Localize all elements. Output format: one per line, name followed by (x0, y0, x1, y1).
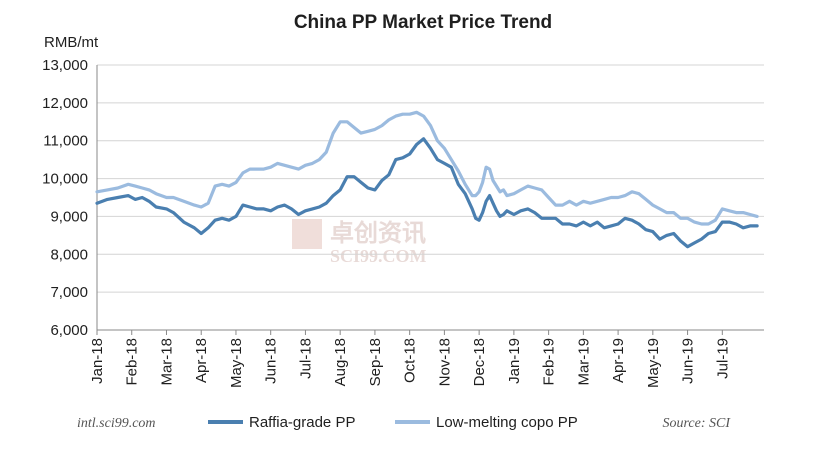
y-axis-unit: RMB/mt (44, 34, 99, 51)
x-axis-ticks: Jan-18 Feb-18 Mar-18 Apr-18 May-18 Jun-18 Jul-… (89, 330, 731, 388)
x-tick-label: Sep-18 (367, 338, 384, 386)
x-tick-label: Mar-18 (158, 338, 175, 386)
x-tick-label: Jan-19 (506, 338, 523, 384)
y-tick-label: 8,000 (50, 246, 88, 263)
x-tick-label: Feb-18 (124, 338, 141, 386)
x-tick-label: Feb-19 (541, 338, 558, 386)
series-copo-line (95, 110, 759, 226)
y-tick-label: 13,000 (42, 57, 88, 74)
series-raffia-line (95, 137, 759, 249)
x-tick-label: Dec-18 (471, 338, 488, 386)
x-tick-label: Mar-19 (575, 338, 592, 386)
y-tick-label: 12,000 (42, 95, 88, 112)
x-tick-label: Jan-18 (89, 338, 106, 384)
y-axis-ticks: 6,000 7,000 8,000 9,000 10,000 11,000 12,000 13… (42, 57, 88, 339)
source-left: intl.sci99.com (77, 416, 156, 431)
x-tick-label: Oct-18 (402, 338, 419, 383)
legend-label-raffia: Raffia-grade PP (249, 414, 355, 431)
chart-title: China PP Market Price Trend (294, 12, 552, 33)
y-tick-label: 11,000 (43, 133, 88, 150)
x-tick-label: Apr-18 (193, 338, 210, 383)
x-tick-label: Jun-18 (263, 338, 280, 384)
x-tick-label: Aug-18 (332, 338, 349, 386)
series-lines (95, 110, 759, 249)
watermark-text-cn: 卓创资讯 (330, 220, 426, 247)
legend-label-copo: Low-melting copo PP (436, 414, 578, 431)
x-tick-label: Jul-18 (297, 338, 314, 379)
watermark: 卓创资讯 SCI99.COM (292, 219, 427, 266)
watermark-text: SCI99.COM (330, 246, 427, 266)
y-tick-label: 7,000 (50, 284, 88, 301)
y-tick-label: 10,000 (42, 171, 88, 188)
legend: Raffia-grade PP Low-melting copo PP (208, 414, 578, 431)
y-tick-label: 6,000 (50, 322, 88, 339)
x-tick-label: May-19 (645, 338, 662, 388)
watermark-logo (292, 219, 322, 249)
x-tick-label: Jun-19 (680, 338, 697, 384)
x-tick-label: Jul-19 (714, 338, 731, 379)
x-tick-label: May-18 (228, 338, 245, 388)
x-tick-label: Nov-18 (436, 338, 453, 386)
x-tick-label: Apr-19 (610, 338, 627, 383)
y-tick-label: 9,000 (50, 208, 88, 225)
source-right: Source: SCI (662, 416, 731, 431)
gridlines (96, 64, 764, 331)
